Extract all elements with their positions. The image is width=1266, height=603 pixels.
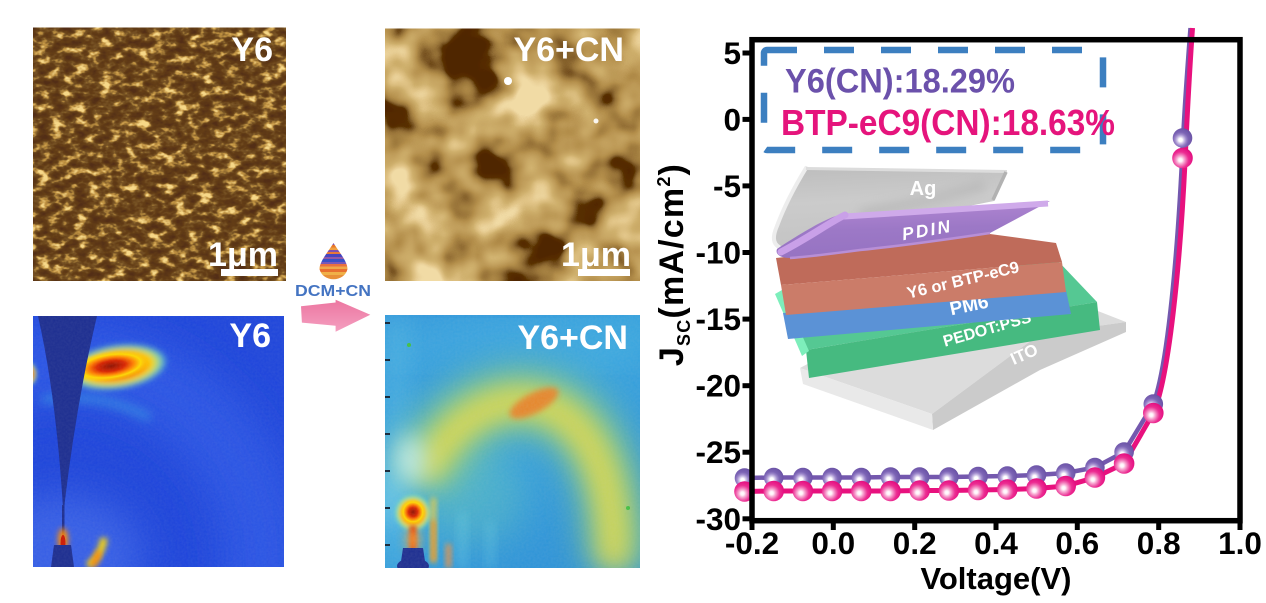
svg-text:Y6: Y6 (231, 31, 273, 69)
svg-text:-10: -10 (695, 235, 741, 271)
svg-text:-15: -15 (695, 301, 741, 337)
svg-text:-25: -25 (695, 434, 741, 470)
svg-text:JSC(mA/cm2): JSC(mA/cm2) (653, 163, 694, 366)
svg-text:0.8: 0.8 (1137, 525, 1181, 561)
svg-text:1μm: 1μm (561, 236, 631, 274)
svg-text:0.2: 0.2 (893, 525, 937, 561)
svg-text:-30: -30 (695, 501, 741, 537)
svg-text:0.4: 0.4 (974, 525, 1018, 561)
svg-text:0: 0 (723, 101, 741, 137)
svg-text:1.0: 1.0 (1218, 525, 1262, 561)
svg-text:Y6: Y6 (229, 317, 271, 355)
svg-text:DCM+CN: DCM+CN (295, 283, 371, 300)
svg-text:Y6+CN: Y6+CN (517, 319, 628, 357)
svg-text:Ag: Ag (910, 178, 937, 200)
svg-text:-20: -20 (695, 368, 741, 404)
svg-text:0.0: 0.0 (811, 525, 855, 561)
svg-text:Voltage(V): Voltage(V) (921, 561, 1072, 596)
svg-text:1μm: 1μm (208, 236, 278, 274)
svg-text:-0.2: -0.2 (725, 525, 779, 561)
svg-text:Y6+CN: Y6+CN (513, 31, 624, 69)
svg-text:5: 5 (723, 35, 741, 71)
svg-text:BTP-eC9(CN):18.63%: BTP-eC9(CN):18.63% (781, 102, 1115, 143)
svg-text:Y6(CN):18.29%: Y6(CN):18.29% (785, 63, 1015, 101)
svg-text:0.6: 0.6 (1055, 525, 1099, 561)
svg-text:-5: -5 (713, 168, 741, 204)
